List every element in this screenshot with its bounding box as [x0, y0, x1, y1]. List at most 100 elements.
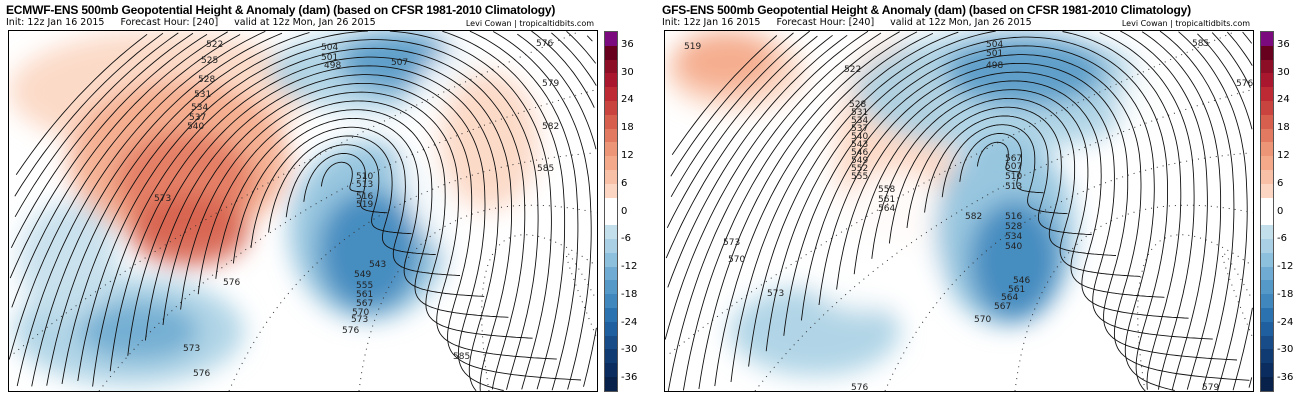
- height-contour: [232, 117, 485, 297]
- height-contour: [836, 71, 1213, 340]
- gfs-panel: GFS-ENS 500mb Geopotential Height & Anom…: [656, 0, 1308, 407]
- anomaly-region: [945, 36, 1105, 106]
- colorbar-swatch: [1261, 363, 1273, 377]
- colorbar-swatch: [605, 169, 617, 184]
- contour-label: 543: [851, 140, 868, 150]
- contour-label: 585: [537, 164, 554, 174]
- height-contour: [730, 31, 1195, 390]
- height-contour: [714, 31, 1208, 391]
- map-title: GFS-ENS 500mb Geopotential Height & Anom…: [662, 3, 1191, 17]
- colorbar-tick-label: 24: [621, 94, 634, 106]
- colorbar-swatch: [1261, 280, 1273, 295]
- contour-label: 522: [206, 40, 223, 50]
- colorbar-swatch: [605, 321, 617, 336]
- contour-label: 561: [1008, 285, 1025, 295]
- contour-label: 546: [851, 148, 868, 158]
- colorbar-tick-label: 30: [621, 66, 634, 78]
- height-contour: [667, 31, 1248, 391]
- colorbar-tick-label: 18: [621, 122, 634, 134]
- contour-label: 576: [536, 39, 553, 49]
- height-contour: [853, 80, 1189, 319]
- contour-label: 567: [1005, 154, 1022, 164]
- contour-label: 573: [351, 315, 368, 325]
- colorbar-swatch: [1261, 59, 1273, 74]
- contour-label: 564: [878, 204, 895, 214]
- contour-label: 519: [356, 200, 373, 210]
- anomaly-region: [129, 196, 249, 266]
- height-contour: [906, 106, 1117, 256]
- forecast-hour: Forecast Hour: [240]: [776, 17, 875, 28]
- height-contour: [924, 115, 1092, 236]
- colorbar-tick-label: -36: [1277, 372, 1294, 384]
- contour-label: 501: [986, 49, 1003, 59]
- height-contour: [61, 31, 552, 390]
- colorbar-tick-label: 12: [1277, 149, 1290, 161]
- contour-label: 567: [356, 299, 373, 309]
- ecmwf-panel: ECMWF-ENS 500mb Geopotential Height & An…: [0, 0, 652, 407]
- height-contour: [959, 133, 1044, 194]
- colorbar-tick-label: -24: [1277, 316, 1294, 328]
- contour-label: 510: [1005, 172, 1022, 182]
- contour-label: 576: [342, 326, 359, 336]
- colorbar-tick-label: -30: [1277, 344, 1294, 356]
- graticule-line: [565, 252, 597, 336]
- height-contour: [14, 32, 593, 218]
- contour-label: 576: [223, 278, 240, 288]
- height-contour: [800, 54, 1250, 381]
- colorbar-swatch: [1261, 100, 1273, 115]
- map-subtitle: Init: 12z Jan 16 2015 Forecast Hour: [240…: [6, 17, 392, 28]
- graticule-line: [1137, 234, 1252, 391]
- colorbar-swatch: [1261, 32, 1273, 46]
- colorbar-swatch: [1261, 307, 1273, 322]
- height-contour: [197, 100, 533, 339]
- height-contour: [320, 161, 364, 193]
- colorbar-tick-label: 6: [1277, 177, 1284, 189]
- contour-label: 570: [728, 255, 745, 265]
- contour-label: 573: [767, 289, 784, 299]
- contour-label: 540: [187, 122, 204, 132]
- contour-label: 507: [1005, 162, 1022, 172]
- height-contour: [162, 82, 582, 381]
- colorbar-swatch: [1261, 169, 1273, 184]
- contour-label: 573: [723, 238, 740, 248]
- height-contour: [765, 36, 1168, 391]
- colorbar-tick-label: 30: [1277, 66, 1290, 78]
- contour-label: 579: [542, 79, 559, 89]
- contour-label: 546: [1013, 276, 1030, 286]
- contour-label: 558: [878, 185, 895, 195]
- graticule-line: [481, 234, 596, 391]
- colorbar-tick-label: -30: [621, 344, 638, 356]
- colorbar-swatch: [1261, 156, 1273, 170]
- valid-time: valid at 12z Mon, Jan 26 2015: [890, 17, 1032, 28]
- map-subtitle: Init: 12z Jan 16 2015 Forecast Hour: [240…: [662, 17, 1048, 28]
- anomaly-region: [675, 31, 775, 91]
- height-contour: [14, 32, 164, 197]
- contour-label: 555: [356, 281, 373, 291]
- colorbar-swatch: [605, 156, 617, 170]
- colorbar: [604, 31, 618, 392]
- colorbar-swatch: [1261, 183, 1273, 198]
- credit: Levi Cowan | tropicaltidbits.com: [1121, 19, 1250, 28]
- colorbar-tick-label: 6: [621, 177, 628, 189]
- height-contour: [871, 89, 1165, 298]
- colorbar-swatch: [605, 211, 617, 226]
- contour-label: 570: [352, 308, 369, 318]
- colorbar-swatch: [1261, 128, 1273, 143]
- graticule-line: [1221, 252, 1253, 336]
- contour-label: 561: [356, 290, 373, 300]
- height-contour: [109, 56, 512, 391]
- height-contour: [670, 32, 794, 177]
- colorbar-swatch: [1261, 349, 1273, 364]
- height-contour: [698, 31, 1222, 390]
- colorbar-tick-label: -12: [1277, 261, 1294, 273]
- anomaly-map: 522 525 528 531 534 537 540 504 501 498 507 510 513 5…: [8, 30, 598, 392]
- height-contour: [268, 135, 436, 256]
- colorbar-tick-label: -18: [1277, 288, 1294, 300]
- colorbar-swatch: [1261, 252, 1273, 267]
- contour-label: 570: [974, 315, 991, 325]
- contour-label: 561: [878, 195, 895, 205]
- colorbar-swatch: [1261, 45, 1273, 60]
- contour-label: 543: [369, 260, 386, 270]
- height-contour: [31, 31, 579, 391]
- contour-label: 537: [189, 113, 206, 123]
